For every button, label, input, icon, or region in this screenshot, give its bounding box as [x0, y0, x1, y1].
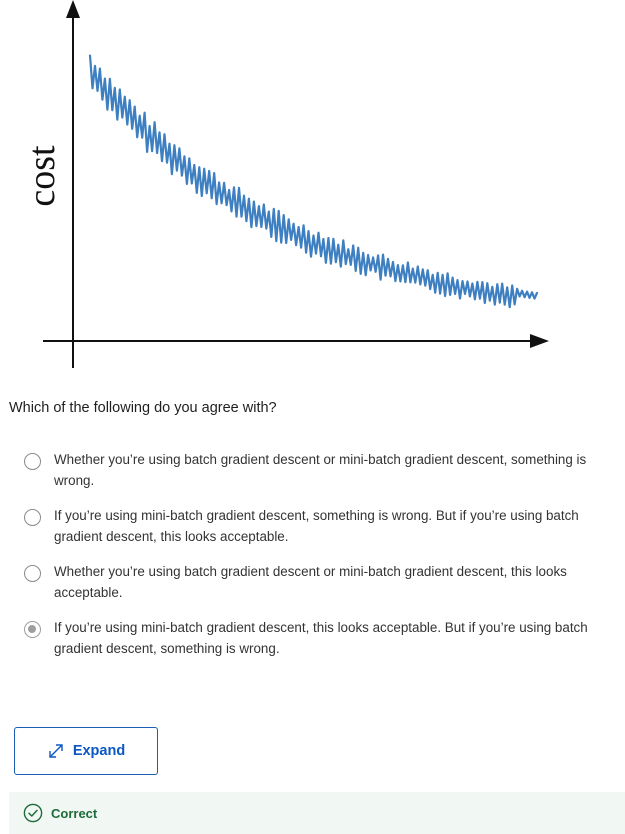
noisy-cost-curve — [88, 54, 539, 309]
cost-curve-figure: cost — [0, 0, 625, 380]
answer-option-1[interactable]: Whether you’re using batch gradient desc… — [24, 450, 620, 491]
radio-button-selected[interactable] — [24, 621, 41, 638]
y-axis-label: cost — [21, 145, 63, 207]
expand-arrows-icon — [49, 744, 63, 758]
y-axis-arrow — [66, 0, 80, 18]
feedback-label: Correct — [51, 805, 98, 821]
radio-button[interactable] — [24, 565, 41, 582]
expand-button-label: Expand — [72, 743, 126, 759]
feedback-banner: Correct — [9, 792, 625, 834]
cost-plot: cost — [21, 0, 549, 368]
x-axis-arrow — [530, 334, 549, 348]
expand-button[interactable]: Expand — [14, 727, 158, 775]
check-circle-icon — [23, 803, 43, 823]
question-prompt: Which of the following do you agree with… — [9, 400, 277, 416]
radio-button[interactable] — [24, 509, 41, 526]
option-label: Whether you’re using batch gradient desc… — [54, 564, 567, 600]
radio-button[interactable] — [24, 453, 41, 470]
option-label: If you’re using mini-batch gradient desc… — [54, 620, 588, 656]
answer-option-4[interactable]: If you’re using mini-batch gradient desc… — [24, 618, 620, 659]
answer-option-2[interactable]: If you’re using mini-batch gradient desc… — [24, 506, 620, 547]
option-label: Whether you’re using batch gradient desc… — [54, 452, 587, 488]
answer-option-3[interactable]: Whether you’re using batch gradient desc… — [24, 562, 620, 603]
option-label: If you’re using mini-batch gradient desc… — [54, 508, 579, 544]
